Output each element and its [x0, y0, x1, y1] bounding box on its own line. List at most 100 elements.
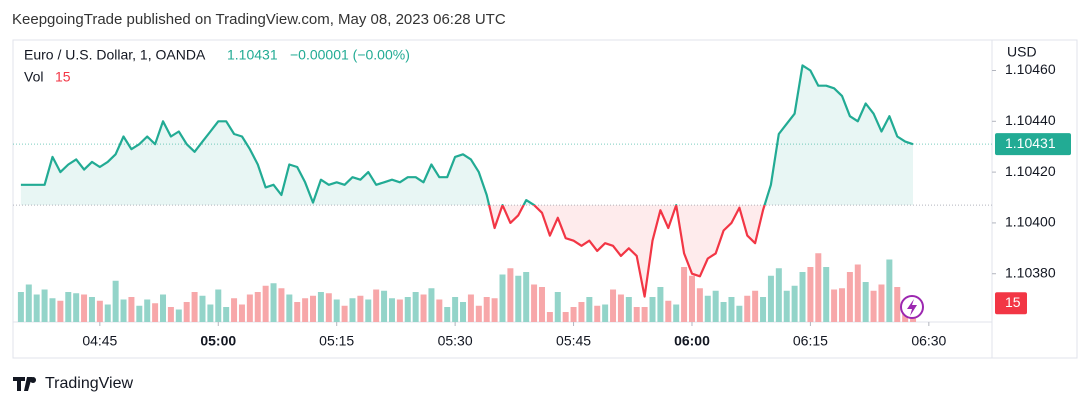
volume-bar [594, 305, 601, 322]
volume-bar [807, 267, 814, 322]
volume-bar [507, 268, 514, 322]
volume-bar [302, 298, 309, 322]
lightning-glyph [907, 299, 917, 316]
volume-bar [483, 297, 490, 322]
volume-bar [460, 302, 467, 322]
volume-tag-label: 15 [1005, 294, 1021, 310]
volume-bar [523, 272, 530, 322]
price-line-up [20, 64, 914, 206]
volume-bar [246, 294, 253, 322]
volume-bar [633, 307, 640, 322]
volume-bar [310, 295, 317, 322]
plot: 1.10380 1.10400 1.10420 1.10440 1.10460 04:45… [13, 61, 1056, 349]
volume-bar [838, 288, 845, 322]
footer: TradingView [45, 375, 133, 392]
volume-bar [88, 297, 95, 322]
legend-price: 1.10431 [227, 47, 278, 63]
legend-change: −0.00001 (−0.00%) [290, 47, 410, 63]
volume-bar [33, 294, 40, 322]
x-tick-label: 04:45 [82, 333, 117, 349]
volume-bar [467, 294, 474, 322]
volume-bar [238, 304, 245, 322]
volume-bar [152, 303, 159, 322]
volume-bar [854, 264, 861, 322]
volume-bar [365, 299, 372, 322]
x-tick-label: 06:30 [911, 333, 946, 349]
volume-bar [767, 275, 774, 322]
volume-bar [104, 304, 111, 322]
legend-symbol: Euro / U.S. Dollar, 1, OANDA [24, 47, 206, 63]
volume-bar [120, 299, 127, 322]
volume-bar [586, 297, 593, 322]
volume-bar [65, 292, 72, 322]
volume-bar [333, 299, 340, 322]
volume-bar [886, 259, 893, 322]
volume-bar [602, 304, 609, 322]
volume-bar [862, 282, 869, 322]
volume-bar [499, 274, 506, 322]
volume-bar [175, 309, 182, 322]
logo [13, 377, 37, 391]
volume-bar [641, 307, 648, 322]
volume-bar [696, 288, 703, 322]
volume-bar [49, 298, 56, 322]
volume-bar [736, 305, 743, 322]
volume-bar [223, 307, 230, 322]
volume-bar [760, 297, 767, 322]
x-tick-label: 05:30 [438, 333, 473, 349]
y-tick-label: 1.10420 [1005, 163, 1056, 179]
volume-bar [388, 298, 395, 322]
chart-frame [12, 39, 1078, 359]
y-tick-label: 1.10400 [1005, 214, 1056, 230]
volume-bar [136, 305, 143, 322]
volume-bar [17, 292, 24, 322]
volume-bar [357, 295, 364, 322]
volume-bar [144, 299, 151, 322]
volume-bar [286, 294, 293, 322]
currency: USD [1007, 44, 1037, 60]
volume-bar [341, 305, 348, 322]
volume-bar [617, 294, 624, 322]
volume-bar [791, 285, 798, 322]
volume-bar [262, 285, 269, 322]
volume-bar [41, 289, 48, 322]
x-tick-label: 06:00 [674, 333, 710, 349]
volume-bar [578, 302, 585, 322]
volume-bar [160, 294, 167, 322]
x-tick-label: 05:45 [556, 333, 591, 349]
volume-bar [538, 287, 545, 322]
volume-bar [396, 299, 403, 322]
area-down [489, 205, 765, 297]
volume-bar [254, 292, 261, 322]
volume-bar [167, 307, 174, 322]
area-up [20, 65, 913, 206]
volume-bar [436, 299, 443, 322]
volume-bar [325, 293, 332, 322]
volume-bar [704, 295, 711, 322]
header: KeepgoingTrade published on TradingView.… [12, 11, 506, 28]
volume-bar [712, 290, 719, 322]
currency-box [996, 43, 1056, 63]
x-tick-label: 06:15 [793, 333, 828, 349]
volume-bar [744, 295, 751, 322]
volume-bar [657, 287, 664, 322]
y-tick-label: 1.10380 [1005, 264, 1056, 280]
volume-bar [420, 294, 427, 322]
volume-bar [752, 290, 759, 322]
volume-bar [191, 292, 198, 322]
volume-bar [894, 287, 901, 322]
volume-bar [81, 294, 88, 322]
volume-bar [673, 304, 680, 322]
volume-bar [531, 284, 538, 322]
x-tick-label: 05:00 [200, 333, 236, 349]
price-tag-label: 1.10431 [1005, 135, 1056, 151]
legend-volume-value: 15 [55, 69, 71, 85]
volume-bar [610, 289, 617, 322]
volume-bar [381, 290, 388, 322]
volume-bar [688, 275, 695, 322]
volume-bar [720, 302, 727, 322]
price-line-down [487, 205, 766, 298]
volume-bar [823, 267, 830, 322]
volume-bar [128, 297, 135, 322]
